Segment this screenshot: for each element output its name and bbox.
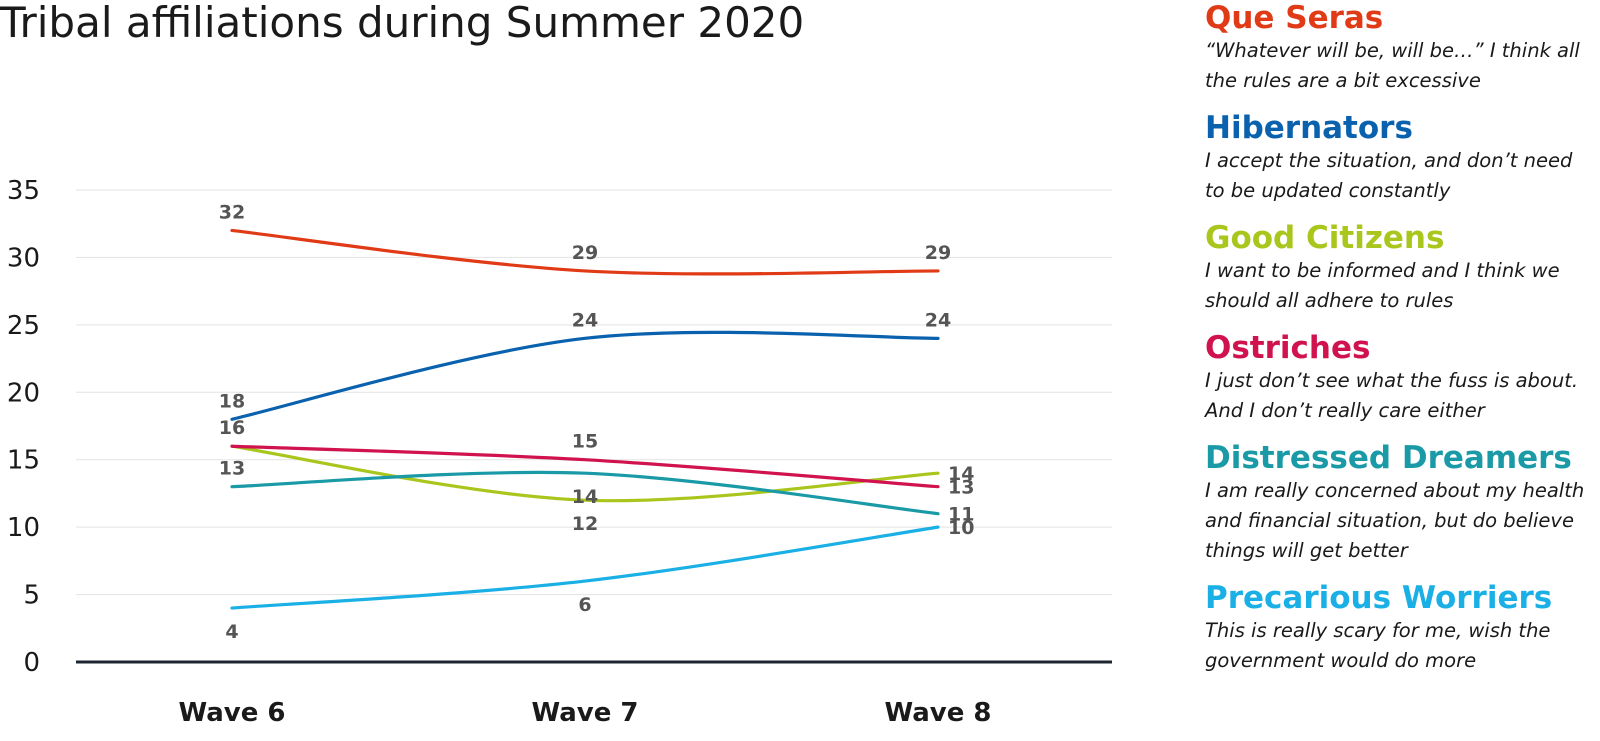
legend-name: Distressed Dreamers <box>1205 440 1572 476</box>
series-line-distressed-dreamers <box>230 470 940 516</box>
data-label-good-citizens: 16 <box>219 417 245 439</box>
data-label-good-citizens: 14 <box>948 463 974 485</box>
series-line-precarious-worriers <box>230 525 940 610</box>
y-tick-label: 35 <box>7 176 40 206</box>
legend-description-line: government would do more <box>1205 649 1477 672</box>
legend: Que Seras “Whatever will be, will be…” I … <box>1205 0 1600 690</box>
data-label-ostriches: 13 <box>948 477 974 499</box>
x-tick-label: Wave 6 <box>178 698 285 728</box>
legend-item-que-seras: Que Seras “Whatever will be, will be…” I … <box>1205 0 1600 96</box>
y-tick-label: 10 <box>7 513 40 543</box>
y-tick-label: 30 <box>7 243 40 273</box>
legend-description-line: should all adhere to rules <box>1205 289 1454 312</box>
series-line-hibernators <box>230 330 940 421</box>
data-label-good-citizens: 12 <box>572 513 598 535</box>
data-label-hibernators: 24 <box>925 309 951 331</box>
legend-description-line: things will get better <box>1205 539 1408 562</box>
legend-description-line: and financial situation, but do believe <box>1205 509 1574 532</box>
series-line-ostriches <box>230 444 940 489</box>
data-label-distressed-dreamers: 14 <box>572 486 598 508</box>
data-label-hibernators: 18 <box>219 390 245 412</box>
legend-item-good-citizens: Good Citizens I want to be informed and I… <box>1205 220 1600 316</box>
data-label-precarious-worriers: 4 <box>225 621 238 643</box>
legend-name: Ostriches <box>1205 330 1371 366</box>
data-label-distressed-dreamers: 13 <box>219 458 245 480</box>
data-label-precarious-worriers: 10 <box>948 517 974 539</box>
legend-description-line: to be updated constantly <box>1205 179 1451 202</box>
legend-name: Precarious Worriers <box>1205 580 1553 616</box>
legend-item-precarious-worriers: Precarious Worriers This is really scary … <box>1205 580 1600 676</box>
series-lines <box>230 228 940 610</box>
legend-name: Hibernators <box>1205 110 1413 146</box>
data-label-distressed-dreamers: 11 <box>948 504 974 526</box>
data-label-que-seras: 29 <box>925 242 951 264</box>
axes: 0 5 10 15 20 25 30 35 Wave 6 Wave 7 Wave 8 <box>7 176 1112 728</box>
data-label-ostriches: 15 <box>572 431 598 453</box>
chart-title: Tribal affiliations during Summer 2020 <box>0 0 805 47</box>
series-line-good-citizens <box>230 444 940 503</box>
legend-description-line: I accept the situation, and don’t need <box>1205 149 1573 172</box>
legend-item-hibernators: Hibernators I accept the situation, and d… <box>1205 110 1600 206</box>
legend-description-line: I am really concerned about my health <box>1205 479 1585 502</box>
y-tick-label: 25 <box>7 311 40 341</box>
data-label-precarious-worriers: 6 <box>578 594 591 616</box>
legend-description-line: the rules are a bit excessive <box>1205 69 1481 92</box>
legend-name: Que Seras <box>1205 0 1384 36</box>
legend-description-line: I just don’t see what the fuss is about. <box>1205 369 1579 392</box>
data-label-que-seras: 29 <box>572 242 598 264</box>
legend-item-ostriches: Ostriches I just don’t see what the fuss … <box>1205 330 1600 426</box>
x-tick-label: Wave 8 <box>884 698 991 728</box>
legend-description-line: And I don’t really care either <box>1205 399 1485 422</box>
data-label-que-seras: 32 <box>219 201 245 223</box>
y-tick-label: 20 <box>7 378 40 408</box>
y-tick-label: 15 <box>7 446 40 476</box>
line-chart: 0 5 10 15 20 25 30 35 Wave 6 Wave 7 Wave 8 32 29 29 1… <box>7 176 1112 728</box>
legend-description-line: This is really scary for me, wish the <box>1205 619 1551 642</box>
y-tick-label: 0 <box>23 648 40 678</box>
legend-description-line: I want to be informed and I think we <box>1205 259 1560 282</box>
x-tick-label: Wave 7 <box>531 698 638 728</box>
y-tick-label: 5 <box>23 581 40 611</box>
series-line-que-seras <box>230 228 940 276</box>
legend-name: Good Citizens <box>1205 220 1445 256</box>
legend-item-distressed-dreamers: Distressed Dreamers I am really concerned… <box>1205 440 1600 566</box>
legend-description-line: “Whatever will be, will be…” I think all <box>1205 39 1580 62</box>
data-label-hibernators: 24 <box>572 309 598 331</box>
